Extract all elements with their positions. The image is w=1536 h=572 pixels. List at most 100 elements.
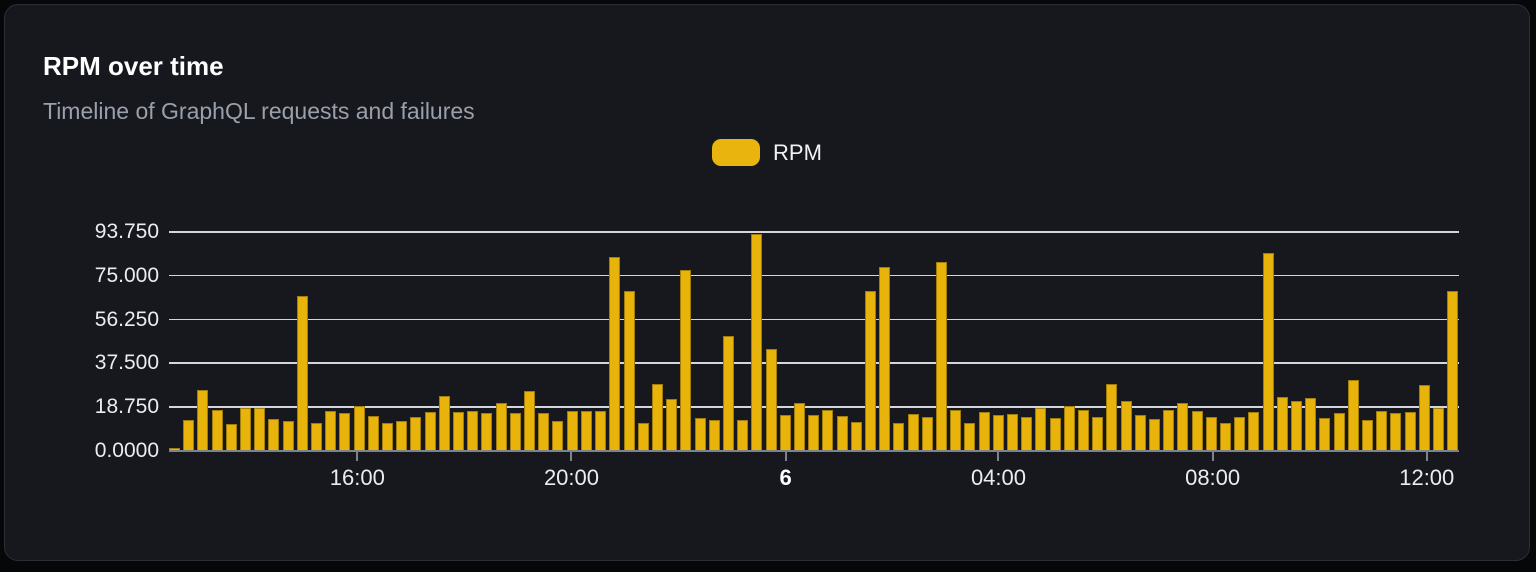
- bar[interactable]: [751, 234, 763, 451]
- bar[interactable]: [1404, 412, 1416, 451]
- bar[interactable]: [183, 419, 195, 451]
- bar[interactable]: [864, 291, 876, 451]
- bar[interactable]: [339, 413, 351, 451]
- bar[interactable]: [808, 414, 820, 451]
- bar[interactable]: [1333, 413, 1345, 451]
- bar[interactable]: [282, 420, 294, 451]
- bar[interactable]: [268, 419, 280, 451]
- bar[interactable]: [1120, 400, 1132, 451]
- y-axis-label: 56.250: [94, 307, 159, 331]
- bar[interactable]: [1035, 407, 1047, 451]
- bar[interactable]: [1248, 411, 1260, 451]
- page-subtitle: Timeline of GraphQL requests and failure…: [43, 98, 475, 124]
- bar[interactable]: [524, 390, 536, 451]
- bar[interactable]: [1418, 384, 1430, 451]
- bar[interactable]: [793, 403, 805, 451]
- bar[interactable]: [1220, 422, 1232, 451]
- bar[interactable]: [1106, 383, 1118, 451]
- bar[interactable]: [481, 413, 493, 451]
- bar[interactable]: [708, 419, 720, 451]
- bar[interactable]: [240, 408, 252, 451]
- y-axis-label: 0.0000: [94, 439, 159, 462]
- bar[interactable]: [367, 415, 379, 451]
- gridline: [169, 406, 1459, 408]
- bar[interactable]: [197, 389, 209, 451]
- bar[interactable]: [1447, 290, 1459, 451]
- bar[interactable]: [1049, 418, 1061, 451]
- bar[interactable]: [1305, 397, 1317, 451]
- bar[interactable]: [893, 422, 905, 451]
- bar[interactable]: [325, 410, 337, 451]
- bar[interactable]: [353, 406, 365, 451]
- legend-item-rpm[interactable]: RPM: [712, 139, 822, 166]
- bar[interactable]: [1376, 411, 1388, 451]
- page-title: RPM over time: [43, 51, 224, 81]
- bar[interactable]: [1433, 408, 1445, 451]
- bar[interactable]: [1291, 401, 1303, 451]
- bar[interactable]: [225, 424, 237, 451]
- bar[interactable]: [495, 402, 507, 451]
- bar[interactable]: [424, 412, 436, 451]
- bar[interactable]: [609, 257, 621, 451]
- bar[interactable]: [1205, 417, 1217, 451]
- bar[interactable]: [1163, 409, 1175, 451]
- bar[interactable]: [651, 383, 663, 451]
- bar[interactable]: [950, 409, 962, 451]
- bar[interactable]: [396, 421, 408, 451]
- bar[interactable]: [765, 349, 777, 451]
- bar[interactable]: [410, 417, 422, 451]
- bar[interactable]: [566, 411, 578, 451]
- bar[interactable]: [822, 409, 834, 451]
- legend: RPM: [5, 139, 1529, 166]
- bar[interactable]: [595, 411, 607, 451]
- bar[interactable]: [1149, 419, 1161, 451]
- bar[interactable]: [254, 408, 266, 451]
- bar[interactable]: [637, 422, 649, 451]
- bar[interactable]: [907, 413, 919, 451]
- bar[interactable]: [694, 417, 706, 451]
- bar[interactable]: [779, 414, 791, 451]
- bar[interactable]: [836, 415, 848, 451]
- bar[interactable]: [1347, 379, 1359, 451]
- bar[interactable]: [453, 411, 465, 451]
- bar[interactable]: [921, 416, 933, 451]
- bar[interactable]: [580, 411, 592, 451]
- gridline: [169, 362, 1459, 364]
- bar[interactable]: [623, 291, 635, 451]
- bar[interactable]: [1134, 414, 1146, 451]
- bar[interactable]: [680, 270, 692, 451]
- bar[interactable]: [1191, 410, 1203, 451]
- bar[interactable]: [1262, 252, 1274, 451]
- bar[interactable]: [666, 399, 678, 451]
- bar[interactable]: [552, 421, 564, 451]
- bar[interactable]: [1276, 397, 1288, 451]
- bar[interactable]: [438, 396, 450, 451]
- bar[interactable]: [879, 267, 891, 451]
- legend-swatch-icon: [712, 139, 761, 166]
- bar[interactable]: [1006, 413, 1018, 451]
- bar[interactable]: [1021, 416, 1033, 451]
- bar[interactable]: [467, 410, 479, 451]
- bar[interactable]: [1092, 416, 1104, 451]
- bar[interactable]: [737, 419, 749, 451]
- bar[interactable]: [1063, 406, 1075, 451]
- bar[interactable]: [1177, 402, 1189, 451]
- bar[interactable]: [509, 413, 521, 451]
- bar[interactable]: [1078, 409, 1089, 451]
- bar[interactable]: [1390, 413, 1402, 451]
- bar[interactable]: [964, 423, 976, 451]
- bar[interactable]: [1319, 418, 1331, 451]
- bar[interactable]: [538, 413, 550, 451]
- bar[interactable]: [296, 295, 308, 451]
- bar[interactable]: [722, 335, 734, 451]
- bar[interactable]: [169, 447, 180, 451]
- bar[interactable]: [311, 422, 323, 451]
- bar[interactable]: [211, 409, 223, 451]
- bar[interactable]: [850, 421, 862, 451]
- bar[interactable]: [382, 422, 394, 451]
- bar[interactable]: [992, 415, 1004, 451]
- bar[interactable]: [978, 412, 990, 451]
- bar[interactable]: [1362, 419, 1374, 451]
- bar[interactable]: [935, 261, 947, 451]
- bar[interactable]: [1234, 416, 1246, 451]
